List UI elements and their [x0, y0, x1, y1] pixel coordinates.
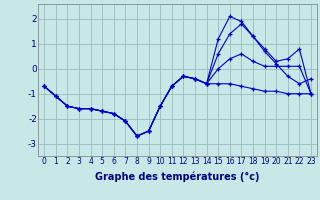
X-axis label: Graphe des températures (°c): Graphe des températures (°c) — [95, 172, 260, 182]
